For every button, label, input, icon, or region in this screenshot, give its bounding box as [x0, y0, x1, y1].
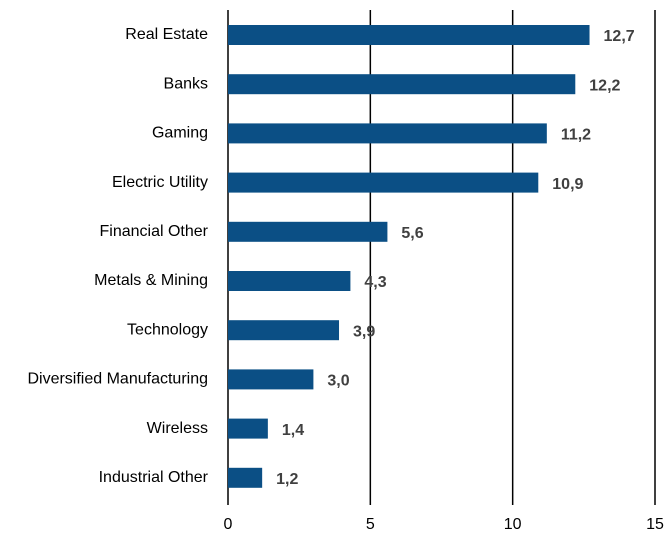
y-tick-label: Industrial Other: [99, 469, 209, 486]
y-tick-label: Metals & Mining: [94, 272, 208, 289]
bar: [228, 123, 547, 144]
y-tick-label: Real Estate: [125, 26, 208, 43]
value-label: 1,4: [282, 422, 304, 439]
value-label: 3,9: [353, 323, 375, 340]
y-tick-label: Electric Utility: [112, 174, 208, 191]
value-label: 12,2: [589, 77, 620, 94]
bar: [228, 467, 263, 488]
y-tick-label: Banks: [164, 75, 208, 92]
y-tick-label: Gaming: [152, 125, 208, 142]
x-tick-label: 5: [366, 516, 375, 533]
y-tick-label: Diversified Manufacturing: [27, 371, 208, 388]
bar: [228, 369, 314, 390]
value-label: 1,2: [276, 471, 298, 488]
value-label: 5,6: [401, 225, 423, 242]
bar: [228, 418, 268, 439]
value-label: 12,7: [604, 28, 635, 45]
y-tick-label: Technology: [127, 321, 208, 338]
value-label: 10,9: [552, 176, 583, 193]
bar: [228, 172, 539, 193]
bar: [228, 320, 340, 341]
y-tick-label: Financial Other: [100, 223, 209, 240]
bar: [228, 221, 388, 242]
x-tick-label: 15: [646, 516, 664, 533]
x-tick-label: 10: [504, 516, 522, 533]
value-label: 4,3: [364, 274, 386, 291]
value-label: 3,0: [327, 373, 349, 390]
bar: [228, 74, 576, 95]
x-tick-label: 0: [224, 516, 233, 533]
value-label: 11,2: [561, 127, 591, 144]
bar: [228, 271, 351, 291]
y-tick-label: Wireless: [147, 420, 208, 437]
bar: [228, 25, 590, 45]
